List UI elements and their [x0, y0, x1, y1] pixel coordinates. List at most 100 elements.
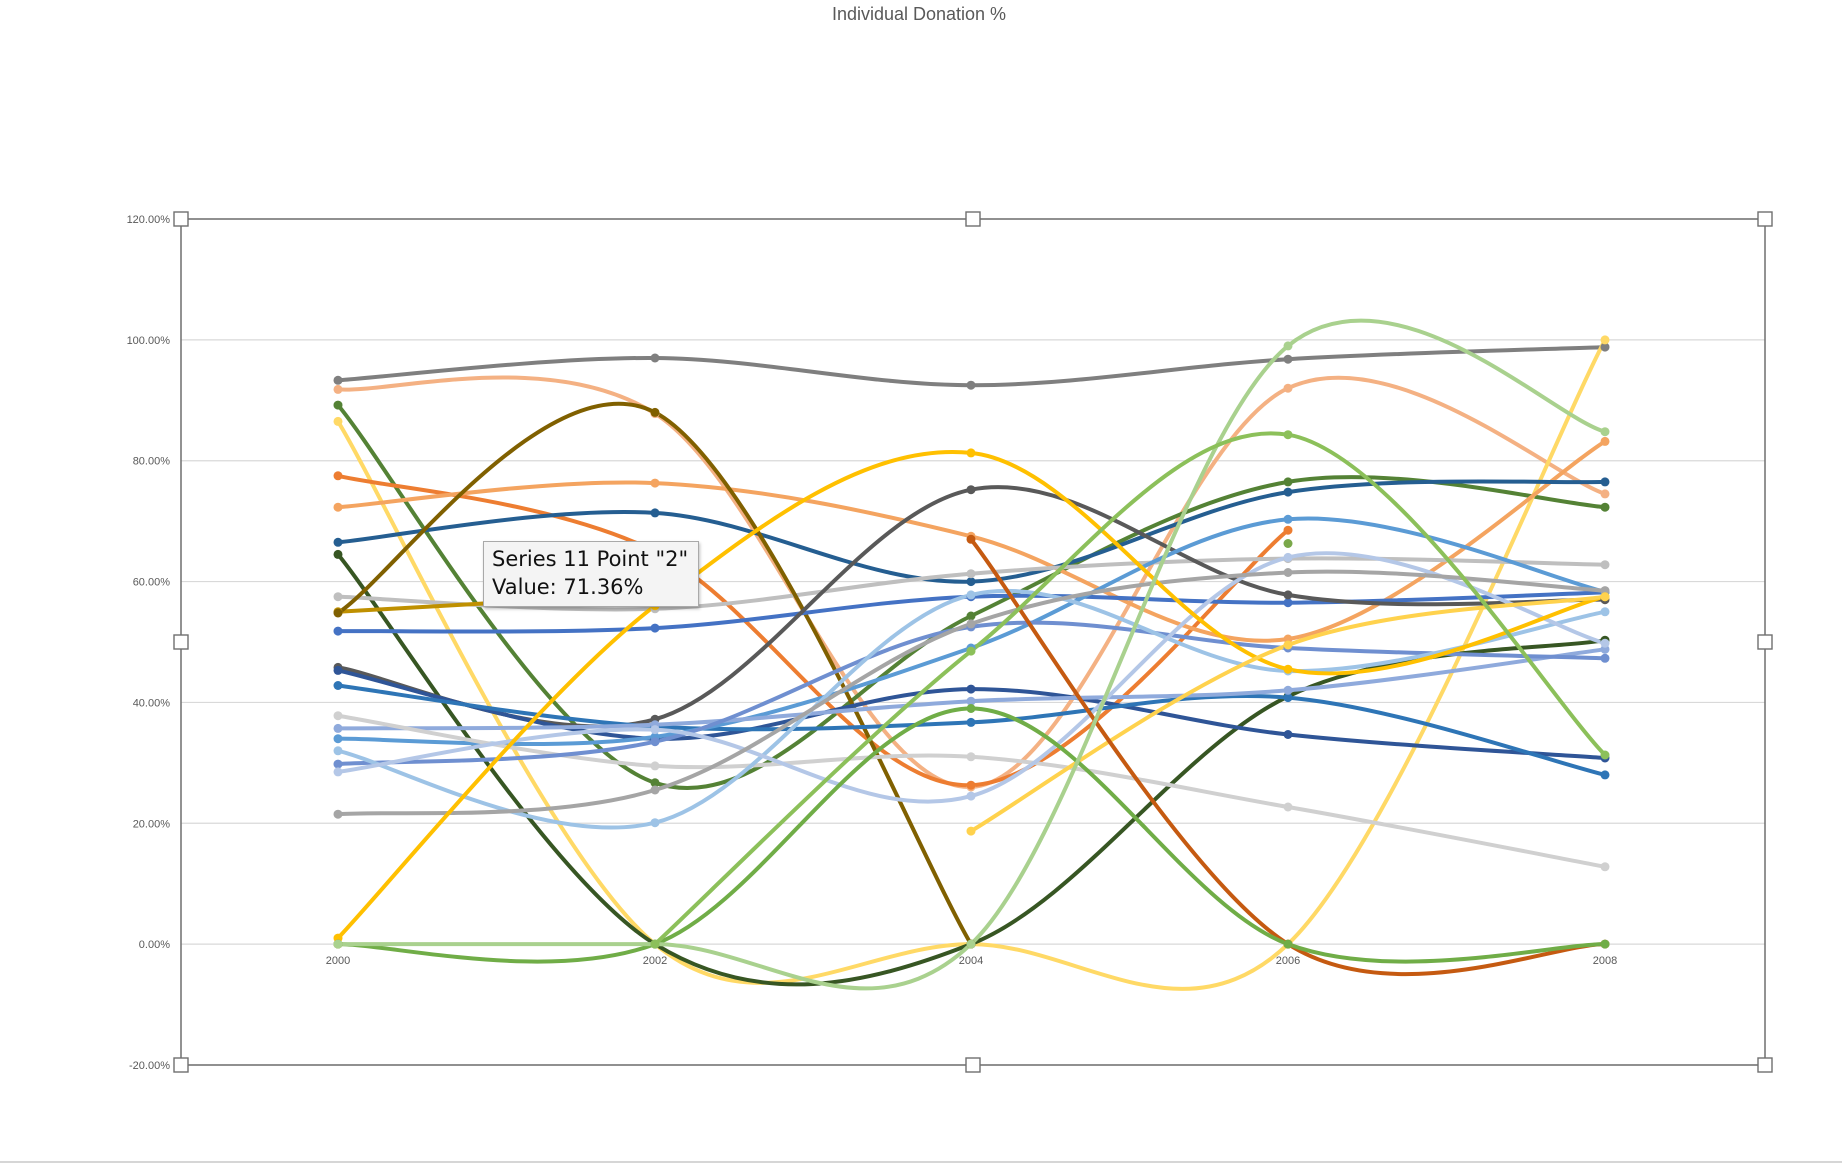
data-point-marker[interactable]: [1600, 436, 1610, 446]
data-point-marker[interactable]: [966, 485, 976, 495]
resize-handle[interactable]: [1757, 634, 1773, 650]
resize-handle[interactable]: [1757, 1057, 1773, 1073]
data-point-marker[interactable]: [650, 508, 660, 518]
data-point-marker[interactable]: [966, 590, 976, 600]
data-point-marker[interactable]: [966, 780, 976, 790]
data-point-marker[interactable]: [333, 767, 343, 777]
series-line-11[interactable]: [336, 401, 973, 947]
data-point-marker[interactable]: [1600, 862, 1610, 872]
data-point-marker[interactable]: [1283, 341, 1293, 351]
data-point-marker[interactable]: [333, 759, 343, 769]
data-point-marker[interactable]: [1283, 383, 1293, 393]
data-point-marker[interactable]: [966, 619, 976, 629]
data-point-marker[interactable]: [650, 785, 660, 795]
data-point-marker[interactable]: [966, 704, 976, 713]
series-line-27[interactable]: [336, 318, 1607, 991]
data-point-marker[interactable]: [966, 684, 976, 694]
data-point-marker[interactable]: [333, 734, 343, 744]
resize-handle[interactable]: [1757, 211, 1773, 227]
data-point-marker[interactable]: [966, 577, 976, 587]
data-point-marker[interactable]: [333, 537, 343, 547]
series-line-28[interactable]: [653, 431, 1607, 947]
series-line-5[interactable]: [336, 473, 1290, 788]
data-point-marker[interactable]: [1283, 598, 1293, 608]
data-point-marker[interactable]: [333, 471, 343, 481]
data-point-marker[interactable]: [1283, 354, 1293, 364]
resize-handle[interactable]: [173, 1057, 189, 1073]
resize-handle[interactable]: [173, 211, 189, 227]
resize-handle[interactable]: [173, 634, 189, 650]
data-point-marker[interactable]: [333, 665, 343, 675]
data-point-marker[interactable]: [966, 646, 976, 656]
data-point-marker[interactable]: [333, 592, 343, 602]
data-point-marker[interactable]: [333, 723, 343, 733]
selection-frame[interactable]: [0, 211, 1842, 1163]
data-point-marker[interactable]: [1600, 502, 1610, 512]
data-point-marker[interactable]: [333, 711, 343, 721]
data-point-marker[interactable]: [333, 416, 343, 426]
data-point-marker[interactable]: [966, 939, 976, 949]
data-point-marker[interactable]: [1600, 750, 1610, 760]
data-point-marker[interactable]: [1283, 477, 1293, 487]
data-point-marker[interactable]: [1283, 552, 1293, 562]
data-point-marker[interactable]: [1600, 939, 1610, 949]
data-point-marker[interactable]: [1283, 730, 1293, 739]
resize-handle[interactable]: [965, 1057, 981, 1073]
data-point-marker[interactable]: [650, 818, 660, 828]
data-point-marker[interactable]: [333, 681, 343, 690]
data-point-marker[interactable]: [1283, 685, 1293, 695]
data-point-marker[interactable]: [1600, 607, 1610, 617]
data-point-marker[interactable]: [1600, 335, 1610, 345]
data-point-marker[interactable]: [1283, 590, 1293, 600]
data-point-marker[interactable]: [333, 384, 343, 394]
data-point-marker[interactable]: [1600, 653, 1610, 663]
data-point-marker[interactable]: [650, 737, 660, 747]
data-point-marker[interactable]: [966, 717, 976, 727]
data-point-marker[interactable]: [966, 534, 976, 544]
data-point-marker[interactable]: [333, 939, 343, 949]
data-point-marker[interactable]: [966, 380, 976, 390]
data-point-marker[interactable]: [333, 549, 343, 559]
data-point-marker[interactable]: [1283, 693, 1293, 703]
data-point-marker[interactable]: [650, 725, 660, 735]
data-point-marker[interactable]: [1283, 514, 1293, 524]
data-point-marker[interactable]: [1600, 560, 1610, 570]
data-point-marker[interactable]: [1600, 592, 1610, 602]
data-point-marker[interactable]: [1283, 525, 1293, 535]
data-point-marker[interactable]: [966, 696, 976, 706]
resize-handle[interactable]: [965, 211, 981, 227]
data-point-marker[interactable]: [966, 611, 976, 621]
data-point-marker[interactable]: [650, 939, 660, 949]
data-point-marker[interactable]: [966, 448, 976, 458]
data-point-marker[interactable]: [333, 502, 343, 512]
data-point-marker[interactable]: [1283, 430, 1293, 440]
data-point-marker[interactable]: [1600, 427, 1610, 437]
data-point-marker[interactable]: [1283, 487, 1293, 497]
data-point-marker[interactable]: [1283, 802, 1293, 812]
data-point-marker[interactable]: [966, 826, 976, 836]
data-point-marker[interactable]: [650, 778, 660, 788]
data-point-marker[interactable]: [333, 626, 343, 636]
data-point-marker[interactable]: [1600, 489, 1610, 499]
data-point-marker[interactable]: [650, 353, 660, 363]
data-point-marker[interactable]: [1283, 939, 1293, 949]
data-point-marker[interactable]: [650, 623, 660, 633]
data-point-marker[interactable]: [650, 761, 660, 771]
data-point-marker[interactable]: [1283, 539, 1293, 548]
data-point-marker[interactable]: [1283, 664, 1293, 674]
data-point-marker[interactable]: [1600, 638, 1610, 648]
data-point-marker[interactable]: [1283, 640, 1293, 650]
data-point-marker[interactable]: [1283, 568, 1293, 577]
series-line-25[interactable]: [969, 537, 1607, 977]
data-point-marker[interactable]: [966, 752, 976, 762]
data-point-marker[interactable]: [333, 809, 343, 819]
series-line-21[interactable]: [336, 551, 1607, 804]
data-point-marker[interactable]: [966, 569, 976, 579]
data-point-marker[interactable]: [1600, 477, 1610, 487]
data-point-marker[interactable]: [650, 478, 660, 488]
data-point-marker[interactable]: [966, 791, 976, 801]
data-point-marker[interactable]: [333, 608, 343, 618]
data-point-marker[interactable]: [333, 746, 343, 756]
data-point-marker[interactable]: [333, 375, 343, 385]
